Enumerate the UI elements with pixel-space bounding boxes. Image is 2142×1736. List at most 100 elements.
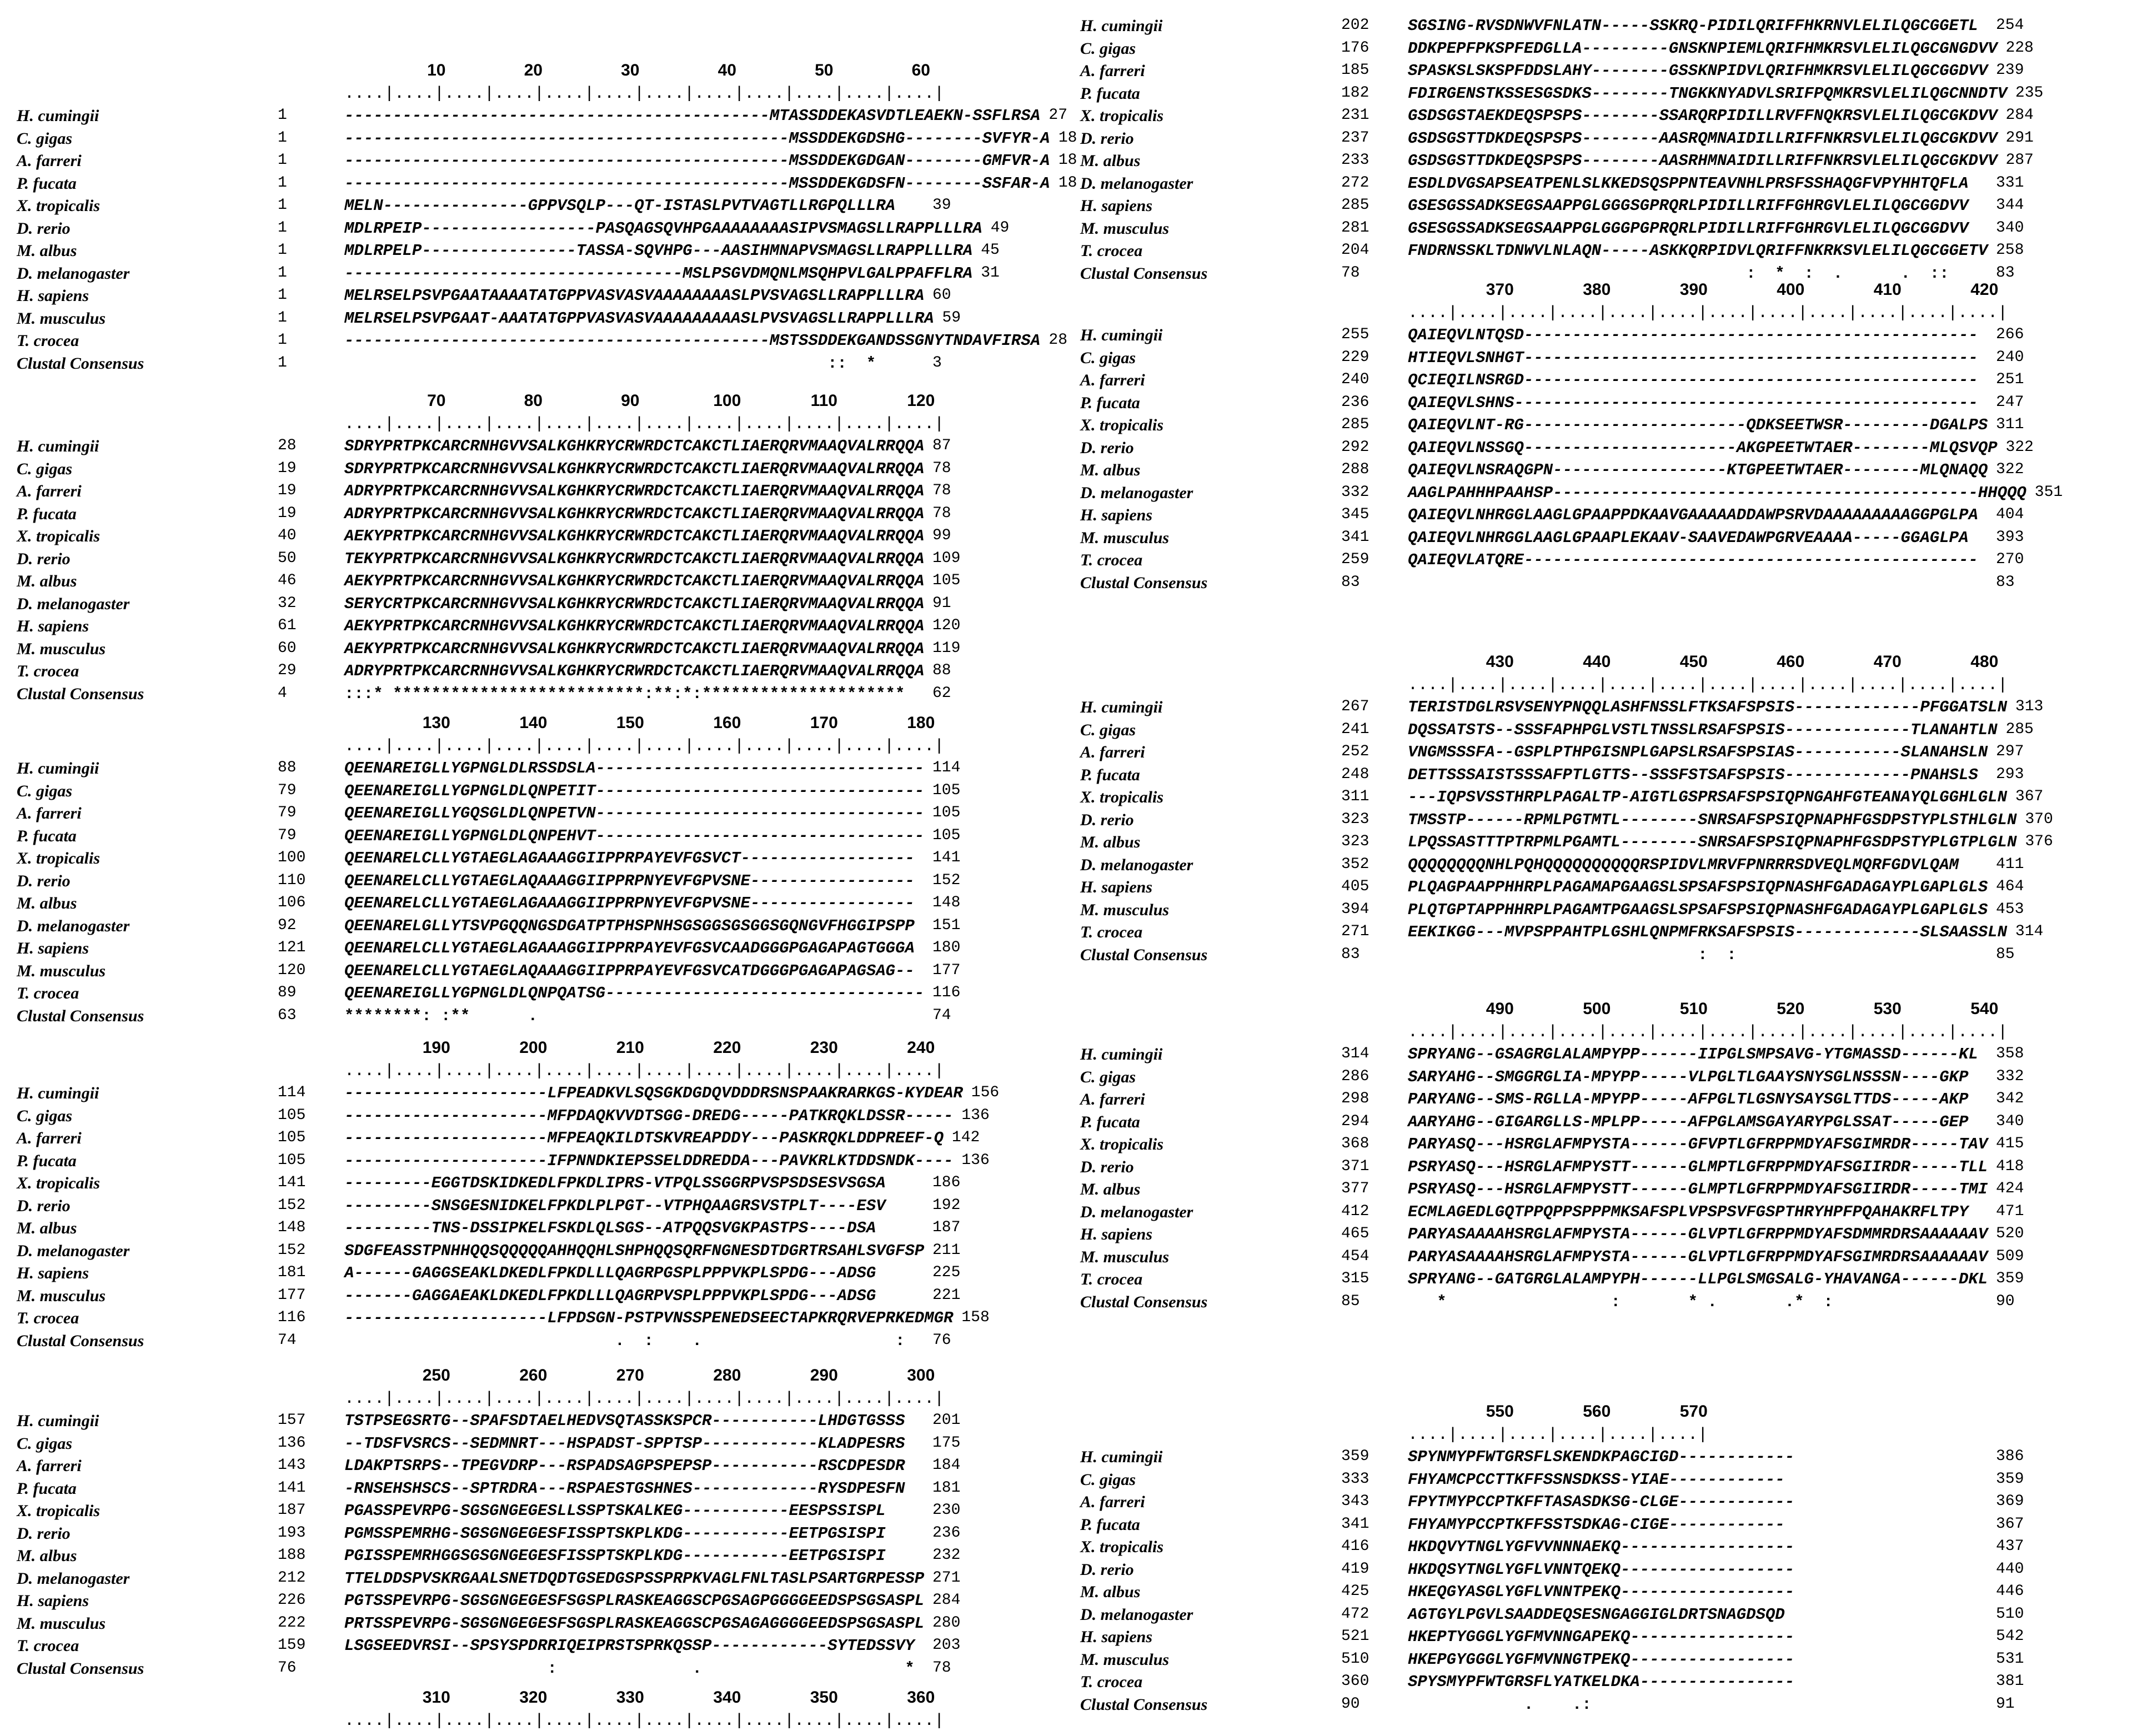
species-name: C. gigas [1080,348,1136,367]
species-name: A. farreri [1080,1493,1145,1511]
sequence-text: PARYANG--SMS-RGLLA-MPYPP-----AFPGLTLGSNY… [1408,1090,1969,1108]
end-position: 331 [1996,174,2024,192]
sequence-text: AEKYPRTPKCARCRNHGVVSALKGHKRYCRWRDCTCAKCT… [344,617,925,635]
alignment-row: D. melanogaster 412 ECMLAGEDLGQTPPQPPSPPPM… [1080,1203,2124,1225]
species-name: A. farreri [17,152,82,170]
species-name: P. fucata [17,174,77,193]
position-ruler: 250 260 270 280 290 300 ....|....|....|....|..… [17,1366,1061,1411]
end-position: 369 [1996,1493,2024,1510]
end-position: 235 [2015,84,2044,102]
end-position: 88 [932,662,951,679]
sequence-text: SPRYANG--GSAGRGLALAMPYPP------IIPGLSMPSA… [1408,1045,1978,1063]
species-name: D. rerio [1080,438,1134,457]
start-position: 521 [1341,1628,1370,1645]
sequence-text: HKEQGYASGLYGFLVNNTPEKQ------------------ [1408,1583,1795,1601]
alignment-row: H. sapiens 345 QAIEQVLNHRGGLAAGLGPAAPPDKAA… [1080,506,2124,528]
species-name: H. sapiens [17,1264,89,1282]
ruler-position-label: 180 [907,714,935,732]
alignment-row: X. tropicalis 100 QEENARELCLLYGTAEGLAGAAAG… [17,849,1061,871]
end-position: 105 [932,804,961,821]
alignment-row: M. albus 148 ---------TNS-DSSIPKELFSKDLQLS… [17,1219,1061,1241]
alignment-row: P. fucata 105 ---------------------IFPNNDK… [17,1152,1061,1174]
end-position: 254 [1996,17,2024,34]
end-position: 236 [932,1524,961,1542]
species-name: H. sapiens [1080,878,1153,896]
consensus-label: Clustal Consensus [1080,264,1208,283]
sequence-text: GSDSGSTTDKDEQSPSPS--------AASRHMNAIDILLR… [1408,152,1998,170]
end-position: 78 [932,482,951,499]
end-position: 87 [932,437,951,454]
ruler-position-label: 350 [810,1688,838,1707]
start-position: 405 [1341,878,1370,895]
alignment-row: T. crocea 315 SPRYANG--GATGRGLALAMPYPH----… [1080,1270,2124,1292]
consensus-label: Clustal Consensus [1080,1695,1208,1714]
ruler-position-label: 270 [616,1366,644,1384]
species-name: A. farreri [1080,371,1145,389]
end-position: 358 [1996,1045,2024,1062]
sequence-text: QAIEQVLNHRGGLAAGLGPAAPPDKAAVGAAAAADDAWPS… [1408,506,1978,524]
species-name: X. tropicalis [1080,788,1164,806]
end-position: 114 [932,759,961,776]
consensus-label: Clustal Consensus [17,684,144,703]
end-position: 287 [2005,152,2034,169]
alignment-row: P. fucata 294 AARYAHG--GIGARGLLS-MPLPP----… [1080,1113,2124,1135]
species-name: D. rerio [17,871,71,890]
sequence-text: AGTGYLPGVLSAADDEQSESNGAGGIGLDRTSNAGDSQD [1408,1605,1785,1624]
start-position: 222 [278,1614,306,1632]
end-position: 285 [2005,720,2034,738]
start-position: 248 [1341,765,1370,783]
alignment-row: P. fucata 1 ------------------------------… [17,174,1077,197]
sequence-text: LPQSSASTTTPTRPMLPGAMTL--------SNRSAFSPSI… [1408,833,2017,851]
sequence-text: PSRYASQ---HSRGLAFMPYSTT------GLMPTLGFRPP… [1408,1180,1988,1198]
end-position: 359 [1996,1270,2024,1287]
alignment-row: H. cumingii 359 SPYNMYPFWTGRSFLSKENDKPAGCI… [1080,1448,2124,1470]
consensus-row: Clustal Consensus 85 * : * . .* : 90 [1080,1293,2124,1315]
start-position: 89 [278,984,297,1001]
start-position: 105 [278,1151,306,1169]
start-position: 231 [1341,107,1370,124]
end-position: 510 [1996,1605,2024,1623]
alignment-row: H. cumingii 202 SGSING-RVSDNWVFNLATN-----S… [1080,17,2124,39]
ruler-position-label: 450 [1679,653,1708,671]
consensus-label: Clustal Consensus [17,354,144,373]
start-position: 416 [1341,1538,1370,1555]
species-name: D. rerio [17,1196,71,1215]
sequence-text: QQQQQQQQNHLPQHQQQQQQQQQQRSPIDVLMRVFPNRRR… [1408,855,1959,874]
end-position: 201 [932,1412,961,1429]
species-name: D. melanogaster [17,1241,130,1260]
end-position: 509 [1996,1247,2024,1265]
end-position: 158 [961,1309,990,1326]
sequence-text: ----------------------------------------… [344,152,1050,170]
alignment-row: D. melanogaster 92 QEENARELGLLYTSVPGQQNGSD… [17,917,1061,939]
end-position: 105 [932,781,961,799]
sequence-text: PGASSPEVRPG-SGSGNGEGESLLSSPTSKALKEG-----… [344,1502,886,1520]
species-name: P. fucata [1080,1515,1140,1534]
species-name: T. crocea [17,984,79,1002]
ruler-position-label: 500 [1583,1000,1611,1018]
end-position: 31 [981,264,1000,282]
species-name: M. albus [1080,461,1141,479]
end-position: 225 [932,1264,961,1281]
end-position: 297 [1996,743,2024,760]
start-position: 40 [278,527,297,544]
ruler-position-label: 540 [1970,1000,1999,1018]
species-name: A. farreri [17,1129,82,1147]
sequence-text: QCIEQILNSRGD----------------------------… [1408,371,1978,389]
species-name: H. cumingii [17,1412,99,1430]
species-name: M. musculus [1080,219,1170,238]
sequence-text: -------GAGGAEAKLDKEDLFPKDLLLQAGRPVSPLPPP… [344,1286,876,1305]
sequence-text: ----------------------------------------… [344,107,1041,125]
species-name: T. crocea [1080,1270,1143,1288]
ruler-position-label: 340 [713,1688,741,1707]
ruler-position-label: 210 [616,1038,644,1057]
end-position: 531 [1996,1650,2024,1668]
alignment-row: X. tropicalis 311 ---IQPSVSSTHRPLPAGALTP-A… [1080,788,2124,810]
alignment-row: A. farreri 252 VNGMSSSFA--GSPLPTHPGISNPLGA… [1080,743,2124,765]
alignment-row: T. crocea 360 SPYSMYPFWTGRSFLYATKELDKA----… [1080,1673,2124,1695]
species-name: X. tropicalis [17,1174,101,1192]
alignment-row: T. crocea 159 LSGSEEDVRSI--SPSYSPDRRIQEIPR… [17,1637,1061,1659]
start-position: 285 [1341,416,1370,433]
position-ruler: 490 500 510 520 530 540 ....|....|....|....|..… [1080,1000,2124,1044]
species-name: H. cumingii [1080,326,1163,344]
sequence-text: LSGSEEDVRSI--SPSYSPDRRIQEIPRSTSPRKQSSP--… [344,1637,915,1655]
